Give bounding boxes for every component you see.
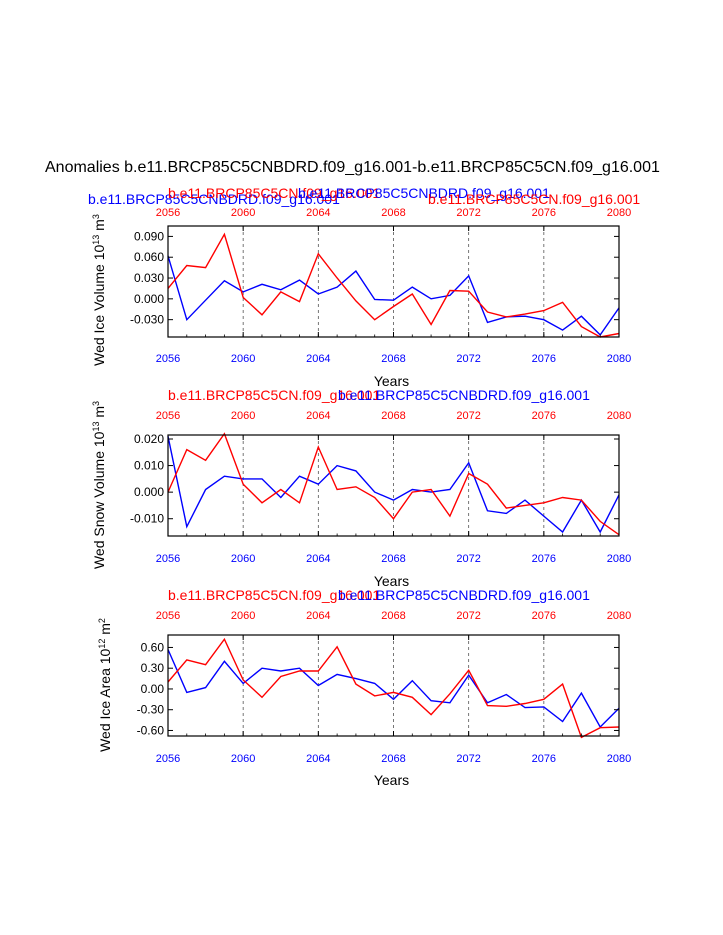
y-axis-label-part: m xyxy=(97,623,113,639)
series-line-blue xyxy=(167,436,620,534)
x-tick-label-top: 2068 xyxy=(381,610,405,622)
x-tick-label-top: 2068 xyxy=(381,207,405,219)
y-axis-label: Wed Ice Area 1012 m2 xyxy=(97,618,113,752)
y-tick-label: 0.00 xyxy=(141,682,165,696)
y-axis-label-part: Wed Ice Volume 10 xyxy=(91,245,107,366)
y-tick-label: -0.030 xyxy=(130,313,164,327)
series-line-red xyxy=(167,432,620,536)
x-tick-label-top: 2072 xyxy=(456,610,480,622)
panel-title-mid: b.e11.BRCP85C5CN.f09_g16.001 xyxy=(168,185,380,201)
x-tick-label: 2064 xyxy=(306,353,330,365)
y-axis-label-part: m xyxy=(91,406,107,422)
x-tick-label: 2076 xyxy=(532,553,556,565)
x-tick-label: 2068 xyxy=(381,353,405,365)
x-tick-label-top: 2076 xyxy=(532,207,556,219)
y-tick-label: -0.60 xyxy=(137,723,165,737)
panel-title-left: b.e11.BRCP85C5CN.f09_g16.001 xyxy=(168,587,380,603)
x-tick-label: 2076 xyxy=(532,353,556,365)
x-tick-label: 2056 xyxy=(156,753,180,765)
x-tick-label-top: 2080 xyxy=(607,410,631,422)
y-axis-label-part: 12 xyxy=(97,639,107,649)
series-line-red xyxy=(167,637,620,739)
figure-title: Anomalies b.e11.BRCP85C5CNBDRD.f09_g16.0… xyxy=(45,159,660,176)
x-tick-label: 2060 xyxy=(231,553,255,565)
y-tick-label: 0.60 xyxy=(141,640,165,654)
x-tick-label-top: 2076 xyxy=(532,410,556,422)
x-tick-label-top: 2056 xyxy=(156,610,180,622)
panel-title-center: b.e11.BRCP85C5CNBDRD.f09_g16.001 xyxy=(338,587,590,603)
x-axis-label: Years xyxy=(374,573,409,589)
x-tick-label-top: 2064 xyxy=(306,207,330,219)
panel-title-center: b.e11.BRCP85C5CNBDRD.f09_g16.001 xyxy=(298,185,550,201)
y-tick-label: 0.030 xyxy=(134,271,164,285)
y-axis-label-part: 13 xyxy=(91,422,101,432)
x-tick-label-top: 2076 xyxy=(532,610,556,622)
series-line-blue xyxy=(167,255,620,336)
x-tick-label-top: 2056 xyxy=(156,410,180,422)
y-axis-label: Wed Ice Volume 1013 m3 xyxy=(91,214,107,366)
panel-title-right: b.e11.BRCP85C5CN.f09_g16.001 xyxy=(428,191,640,207)
x-tick-label-top: 2056 xyxy=(156,207,180,219)
x-tick-label-top: 2072 xyxy=(456,207,480,219)
x-tick-label-top: 2080 xyxy=(607,207,631,219)
x-tick-label: 2072 xyxy=(456,353,480,365)
series-line-blue xyxy=(167,649,620,729)
x-tick-label-top: 2072 xyxy=(456,410,480,422)
series-line-red xyxy=(167,232,620,338)
y-axis-label-part: 3 xyxy=(91,401,101,406)
y-axis-label-part: m xyxy=(91,219,107,235)
y-axis-label: Wed Snow Volume 1013 m3 xyxy=(91,401,107,569)
x-tick-label: 2072 xyxy=(456,553,480,565)
y-tick-label: 0.010 xyxy=(134,459,164,473)
x-tick-label: 2080 xyxy=(607,753,631,765)
panel-title-left: b.e11.BRCP85C5CN.f09_g16.001 xyxy=(168,387,380,403)
x-tick-label: 2076 xyxy=(532,753,556,765)
x-tick-label-top: 2064 xyxy=(306,410,330,422)
panel-title-left: b.e11.BRCP85C5CNBDRD.f09_g16.001 xyxy=(88,191,340,207)
x-tick-label: 2056 xyxy=(156,553,180,565)
x-tick-label-top: 2060 xyxy=(231,410,255,422)
y-tick-label: 0.000 xyxy=(134,292,164,306)
y-tick-label: 0.30 xyxy=(141,661,165,675)
x-tick-label-top: 2064 xyxy=(306,610,330,622)
x-tick-label-top: 2060 xyxy=(231,207,255,219)
chart-panels: b.e11.BRCP85C5CNBDRD.f09_g16.001b.e11.BR… xyxy=(88,185,640,788)
x-tick-label-top: 2080 xyxy=(607,610,631,622)
x-tick-label-top: 2060 xyxy=(231,610,255,622)
y-axis-label-part: Wed Snow Volume 10 xyxy=(91,431,107,569)
chart-panel-3: b.e11.BRCP85C5CN.f09_g16.001b.e11.BRCP85… xyxy=(97,587,631,788)
x-tick-label: 2080 xyxy=(607,353,631,365)
y-tick-label: -0.010 xyxy=(130,512,164,526)
y-axis-label-part: 2 xyxy=(97,618,107,623)
x-tick-label: 2060 xyxy=(231,753,255,765)
x-tick-label: 2072 xyxy=(456,753,480,765)
x-tick-label: 2064 xyxy=(306,753,330,765)
x-tick-label: 2056 xyxy=(156,353,180,365)
chart-panel-1: b.e11.BRCP85C5CNBDRD.f09_g16.001b.e11.BR… xyxy=(88,185,640,389)
y-tick-label: 0.020 xyxy=(134,432,164,446)
x-tick-label: 2080 xyxy=(607,553,631,565)
y-tick-label: 0.000 xyxy=(134,485,164,499)
chart-panel-2: b.e11.BRCP85C5CN.f09_g16.001b.e11.BRCP85… xyxy=(91,387,631,589)
y-tick-label: 0.090 xyxy=(134,229,164,243)
x-tick-label: 2068 xyxy=(381,553,405,565)
y-tick-label: 0.060 xyxy=(134,250,164,264)
y-axis-label-part: 3 xyxy=(91,214,101,219)
y-axis-label-part: Wed Ice Area 10 xyxy=(97,648,113,751)
y-axis-label-part: 13 xyxy=(91,235,101,245)
x-tick-label: 2064 xyxy=(306,553,330,565)
x-axis-label: Years xyxy=(374,772,409,788)
y-tick-label: -0.30 xyxy=(137,703,165,717)
x-axis-label: Years xyxy=(374,373,409,389)
x-tick-label: 2068 xyxy=(381,753,405,765)
x-tick-label: 2060 xyxy=(231,353,255,365)
panel-title-center: b.e11.BRCP85C5CNBDRD.f09_g16.001 xyxy=(338,387,590,403)
x-tick-label-top: 2068 xyxy=(381,410,405,422)
